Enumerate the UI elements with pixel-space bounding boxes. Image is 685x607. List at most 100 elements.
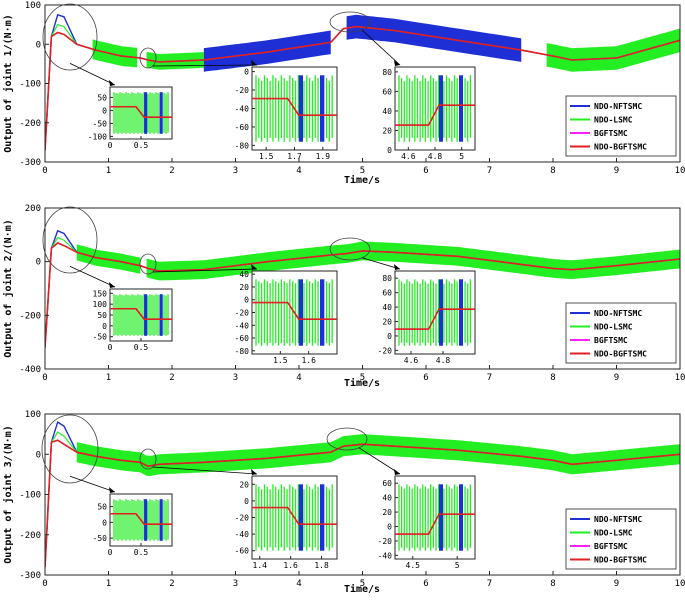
inset-y-tick-label: 40 [382,107,392,116]
zoom-arrow-head [109,487,115,493]
x-tick-label: 9 [614,166,619,176]
y-tick-label: -100 [19,80,41,90]
zoom-arrow-head [109,282,115,288]
inset-x-tick-label: 1.5 [259,152,274,161]
inset-nftsmc-block [144,92,148,134]
inset-plot [395,484,475,551]
inset-x-tick-label: 1.7 [287,152,302,161]
inset-nftsmc-block [320,484,325,551]
x-tick-label: 10 [675,166,685,176]
x-tick-label: 3 [233,166,238,176]
x-tick-label: 5 [360,373,365,383]
inset-x-tick-label: 1.5 [273,356,288,365]
inset-plot [395,279,475,346]
inset-y-tick-label: 0 [102,106,107,115]
zoom-ellipse [42,206,98,274]
oscillation-band-lsmc [92,39,138,68]
inset-nftsmc-block [439,75,443,142]
y-tick-label: -200 [19,531,41,541]
y-tick-label: 0 [36,258,41,268]
inset-y-tick-label: 0 [244,497,249,506]
inset-nftsmc-block [159,92,163,134]
x-tick-label: 9 [614,373,619,383]
zoom-arrow [152,466,258,475]
series-line-ndo-bgftsmc [45,241,680,348]
inset-x-tick-label: 0.5 [134,548,149,557]
zoom-ellipse [326,427,368,451]
zoom-arrow-head [394,60,400,66]
oscillation-band-lsmc [76,434,680,477]
inset-nftsmc-block [144,294,148,336]
inset-x-tick-label: 1.6 [283,561,298,570]
zoom-ellipse [42,3,98,71]
legend-entry: NDO-LSMC [594,116,633,125]
inset-y-tick-label: 50 [97,503,107,512]
inset-y-tick-label: 40 [239,270,249,279]
legend-entry: NDO-BGFTSMC [594,143,647,152]
y-tick-label: 100 [25,1,41,11]
inset-y-tick-label: 0 [102,322,107,331]
legend-entry: NDO-NFTSMC [594,515,642,524]
y-tick-label: 0 [36,450,41,460]
inset-y-tick-label: -50 [93,534,108,543]
inset-2: 0 -20 -40 -60 -80 1.5 1.7 1.9 [235,66,338,161]
inset-nftsmc-block [439,484,443,551]
inset-nftsmc-block [459,75,463,142]
x-axis-label: Time/s [344,583,380,595]
y-tick-label: 200 [25,204,41,214]
inset-x-tick-label: 0.5 [134,343,149,352]
inset-y-tick-label: -60 [235,334,250,343]
inset-y-tick-label: 80 [382,68,392,77]
inset-y-tick-label: 0 [244,296,249,305]
y-tick-label: -200 [19,119,41,129]
inset-y-tick-label: 60 [382,87,392,96]
y-tick-label: 100 [25,410,41,420]
inset-y-tick-label: 50 [97,93,107,102]
x-tick-label: 7 [487,166,492,176]
inset-nftsmc-block [144,499,148,541]
y-tick-label: -200 [19,311,41,321]
zoom-arrow-head [251,264,257,270]
zoom-arrow [358,447,401,475]
zoom-arrow-head [394,469,400,475]
inset-y-tick-label: 40 [382,303,392,312]
zoom-arrow-head [394,264,400,270]
zoom-arrow [152,268,258,273]
inset-2: 20 0 -20 -40 -601.4 1.6 1.8 [235,475,338,570]
inset-y-tick-label: 20 [239,480,249,489]
inset-y-tick-label: -50 [93,333,108,342]
legend-entry: NDO-LSMC [594,529,633,538]
inset-y-tick-label: 60 [382,479,392,488]
inset-y-tick-label: 150 [93,289,108,298]
y-axis-label: Output of joint 3/(N·m) [2,425,14,563]
inset-x-tick-label: 4.6 [404,356,419,365]
x-tick-label: 4 [296,166,301,176]
zoom-arrow-head [109,80,115,86]
inset-nftsmc-block [439,279,443,346]
inset-nftsmc-block [159,499,163,541]
inset-plot [252,75,337,142]
inset-y-tick-label: -40 [378,551,393,560]
inset-y-tick-label: 20 [382,318,392,327]
plot-area [45,229,680,348]
inset-nftsmc-block [298,279,303,346]
zoom-ellipse [41,414,99,484]
inset-y-tick-label: 100 [93,300,108,309]
legend: NDO-NFTSMC NDO-LSMC BGFTSMC NDO-BGFTSMC [565,302,677,364]
inset-y-tick-label: 80 [382,274,392,283]
plot-area [45,13,680,151]
inset-3: 80 60 40 20 0 -20 4.6 4.8 [378,270,476,365]
inset-line-ndo-bgftsmc [395,104,475,126]
inset-x-tick-label: 1.9 [316,152,331,161]
x-tick-label: 1 [106,166,111,176]
x-tick-label: 5 [360,166,365,176]
inset-y-tick-label: -20 [235,309,250,318]
x-tick-label: 6 [423,373,428,383]
inset-x-tick-label: 0 [108,141,113,150]
x-tick-label: 10 [675,579,685,589]
legend-entry: BGFTSMC [594,129,628,138]
inset-x-tick-label: 5 [455,561,460,570]
